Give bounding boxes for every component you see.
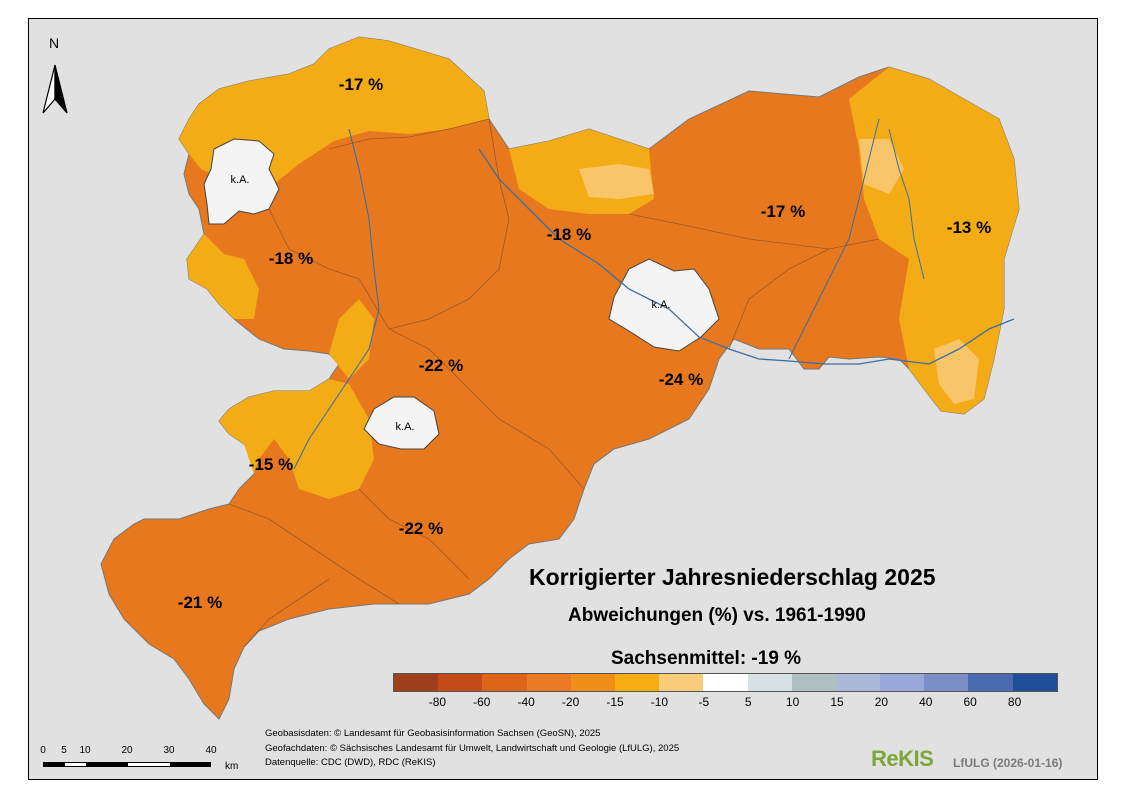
legend-tick-label: 60 [963,695,977,709]
scale-tick: 0 [40,745,46,756]
river-spree [788,118,880,360]
rekis-logo: ReKIS [871,746,934,771]
legend-tick-label: -40 [517,695,535,709]
legend-swatch [880,674,925,691]
north-arrow-icon [42,64,68,114]
map-title: Korrigierter Jahresniederschlag 2025 [529,564,936,590]
region-label: -24 % [658,370,704,389]
river-elbe [478,148,1015,365]
region-label: -17 % [760,202,806,221]
river-mulde [293,128,380,470]
legend-swatch [482,674,527,691]
nodata-leipzig [203,138,280,225]
region-label: -13 % [946,218,992,237]
legend-swatch [394,674,439,691]
north-label: N [49,35,60,51]
scale-tick: 40 [205,745,217,756]
legend-swatch [614,674,660,691]
legend-tick-label: -80 [428,695,447,709]
saxony-outline [100,36,1020,720]
legend-swatch [438,674,483,691]
legend-tick-label: -15 [606,695,624,709]
region-label: -21 % [177,593,223,612]
legend-swatch [924,674,969,691]
scale-bar: 0 5 10 20 30 40 km [39,745,239,775]
region-label: -15 % [248,455,294,474]
credit-line: Datenquelle: CDC (DWD), RDC (ReKIS) [265,757,436,768]
region-label: -17 % [338,75,384,94]
legend-tick-label: 80 [1007,695,1022,709]
credits: Geobasisdaten: © Landesamt für Geobasisi… [265,727,679,771]
state-mean-label: Sachsenmittel: -19 % [611,648,802,669]
no-data-label: k.A. [230,174,250,186]
agency-date: LfULG (2026-01-16) [953,756,1063,770]
scale-tick: 5 [61,745,67,756]
region-label: -18 % [546,225,592,244]
nodata-chemnitz [363,396,440,450]
legend-swatch [835,674,881,691]
map-canvas [100,36,1020,720]
river-neisse [888,128,925,280]
legend-tick-label: -5 [698,695,710,709]
legend-tick-label: 15 [830,695,844,709]
district-boundaries [228,118,880,648]
legend-tick-label: 10 [785,695,800,709]
legend-swatch [703,674,748,691]
color-legend [393,673,1058,692]
scale-bar-segments [43,762,211,767]
map-subtitle: Abweichungen (%) vs. 1961-1990 [568,605,866,626]
legend-swatch [968,674,1013,691]
legend-tick-label: 5 [744,695,752,709]
legend-tick-label: 40 [919,695,933,709]
legend-tick-label: -10 [650,695,669,709]
legend-swatch [791,674,836,691]
legend-swatch [570,674,615,691]
region-label: -22 % [398,519,444,538]
zone-zwickau-light [219,379,374,499]
credit-line: Geofachdaten: © Sächsisches Landesamt fü… [265,742,680,754]
legend-tick-label: -20 [561,695,580,709]
scale-unit: km [225,761,239,772]
legend-swatch [526,674,571,691]
zone-meissen-pale [579,164,654,199]
region-label: -18 % [268,249,314,268]
map-frame: -17 % -18 % -18 % -17 % -13 % -22 % -24 … [28,18,1098,780]
legend-swatch [747,674,792,691]
region-label: -22 % [418,356,464,375]
scale-tick: 10 [79,745,91,756]
nodata-dresden [608,258,720,352]
zone-west-light [187,234,259,319]
scale-tick: 20 [121,745,133,756]
legend-swatch [1012,674,1057,691]
legend-tick-label: -60 [473,695,491,709]
scale-tick: 30 [163,745,175,756]
legend-tick-label: 20 [874,695,889,709]
legend-ticks: -80 -60 -40 -20 -15 -10 -5 5 10 15 20 40 60 80 [393,695,1059,711]
credit-line: Geobasisdaten: © Landesamt für Geobasisi… [265,728,601,739]
no-data-label: k.A. [395,421,415,433]
legend-swatch [659,674,704,691]
no-data-label: k.A. [651,299,671,311]
